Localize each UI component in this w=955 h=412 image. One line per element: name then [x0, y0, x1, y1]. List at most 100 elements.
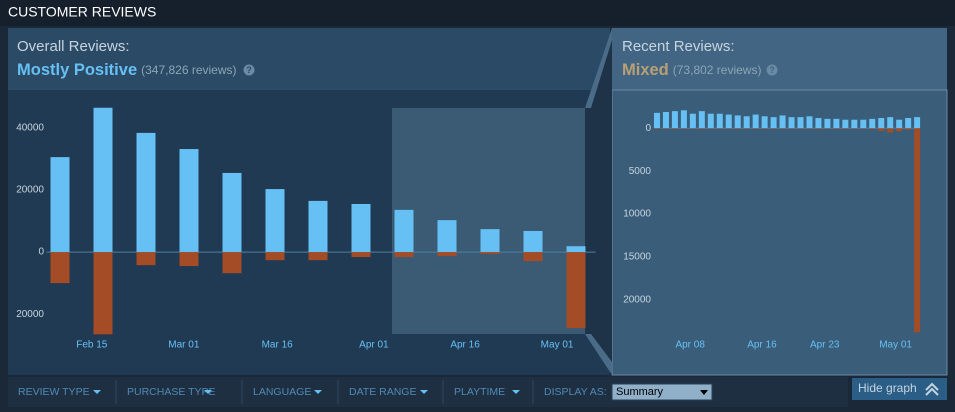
bar — [842, 119, 849, 129]
dropdown-arrow — [204, 390, 212, 394]
bar — [869, 128, 876, 129]
x-tick-label: Feb 15 — [76, 340, 108, 351]
bar — [437, 220, 457, 253]
range-connector-edge — [585, 28, 612, 108]
bar — [93, 252, 113, 335]
bar — [797, 128, 804, 129]
help-icon[interactable] — [243, 64, 255, 76]
bar — [905, 128, 912, 130]
help-icon-text[interactable]: ? — [246, 65, 252, 75]
recent-label: Recent Reviews: — [622, 38, 735, 55]
bar — [50, 252, 70, 284]
bar — [93, 107, 113, 253]
bar — [761, 128, 768, 129]
bar — [797, 117, 804, 129]
dropdown-arrow — [93, 390, 101, 394]
recent-range-highlight — [392, 108, 585, 334]
bar — [437, 252, 457, 257]
x-tick-label: May 01 — [541, 340, 574, 351]
bar — [716, 128, 723, 129]
bar — [179, 149, 199, 253]
recent-header — [612, 28, 947, 90]
bar — [752, 128, 759, 129]
y-tick-label: 20000 — [16, 309, 44, 320]
bar — [351, 252, 371, 258]
hide-graph-button[interactable] — [852, 378, 947, 400]
bar — [136, 252, 156, 266]
dropdown-arrow — [420, 390, 428, 394]
bar — [351, 203, 371, 253]
y-tick-label: 5000 — [629, 166, 652, 177]
help-icon-text[interactable]: ? — [769, 65, 775, 75]
recent-rating: Mixed — [622, 61, 669, 79]
bar — [523, 252, 543, 262]
bar — [905, 118, 912, 129]
bar — [860, 119, 867, 129]
bar — [842, 128, 849, 129]
bar — [222, 252, 242, 274]
bar — [222, 172, 242, 253]
overall-header — [8, 28, 610, 90]
bar — [265, 189, 285, 253]
y-tick-label: 0 — [645, 123, 651, 134]
bar — [833, 128, 840, 129]
help-icon[interactable] — [766, 64, 778, 76]
bar — [833, 118, 840, 129]
bar — [707, 128, 714, 129]
bar — [680, 110, 687, 129]
bar — [743, 116, 750, 129]
range-connector-edge — [585, 334, 612, 375]
filter-playtime[interactable]: PLAYTIME — [454, 386, 505, 398]
bar — [671, 128, 678, 129]
dropdown-arrow — [512, 390, 520, 394]
bar — [878, 128, 885, 131]
y-tick-label: 0 — [38, 247, 44, 258]
dropdown-arrow — [314, 390, 322, 394]
bar — [480, 252, 500, 254]
bar — [869, 118, 876, 129]
bar — [770, 117, 777, 129]
bar — [136, 132, 156, 253]
bar — [566, 246, 586, 253]
overall-count: (347,826 reviews) — [141, 63, 236, 77]
bar — [806, 128, 813, 129]
filter-purchase-type[interactable]: PURCHASE TYPE — [127, 386, 216, 398]
range-connector — [585, 28, 612, 375]
bar — [689, 113, 696, 129]
bar — [788, 117, 795, 129]
hide-graph-text[interactable]: Hide graph — [858, 381, 917, 395]
overall-summary: Mostly Positive (347,826 reviews) — [17, 61, 237, 79]
filter-date-range[interactable]: DATE RANGE — [349, 386, 416, 398]
bar — [788, 128, 795, 129]
charts: 20000 0 20000 40000 Feb 15 Mar 01 Mar 16 Apr 01… — [16, 107, 921, 351]
filter-language[interactable]: LANGUAGE — [253, 386, 311, 398]
bar — [523, 230, 543, 253]
bar — [394, 252, 414, 258]
x-tick-label: Apr 16 — [747, 340, 777, 351]
y-tick-label: 40000 — [16, 123, 44, 134]
bar — [770, 128, 777, 129]
bar — [662, 128, 669, 129]
bar — [707, 113, 714, 129]
bar — [824, 118, 831, 129]
display-select-value[interactable]: Summary — [616, 386, 664, 398]
bar — [662, 112, 669, 129]
bar — [671, 111, 678, 129]
bar — [394, 209, 414, 253]
bar — [698, 111, 705, 129]
bar — [887, 128, 894, 133]
x-tick-label: Apr 16 — [450, 340, 480, 351]
x-tick-label: May 01 — [879, 340, 912, 351]
bar — [914, 117, 921, 129]
recent-chart-area — [611, 89, 948, 376]
bar — [689, 128, 696, 129]
bar — [896, 128, 903, 132]
bar — [50, 157, 70, 253]
bar — [887, 117, 894, 129]
y-tick-label: 20000 — [16, 185, 44, 196]
bar — [779, 115, 786, 129]
y-tick-label: 15000 — [623, 251, 651, 262]
recent-summary: Mixed (73,802 reviews) — [622, 61, 761, 79]
display-select[interactable] — [611, 383, 713, 401]
filter-review-type[interactable]: REVIEW TYPE — [18, 386, 90, 398]
